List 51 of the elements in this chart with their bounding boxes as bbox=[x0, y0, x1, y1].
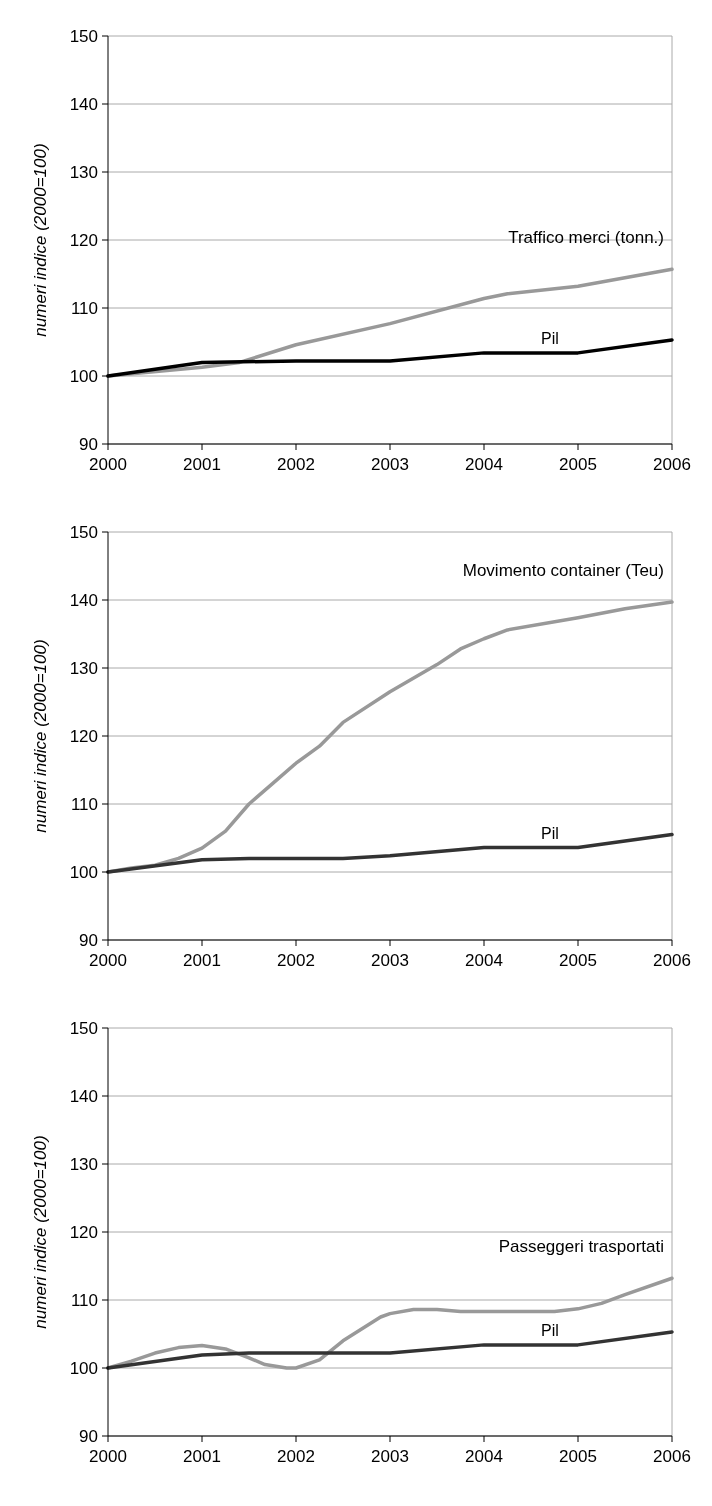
x-tick-label: 2001 bbox=[183, 1447, 221, 1466]
y-tick-label: 100 bbox=[69, 1358, 98, 1378]
x-tick-label: 2004 bbox=[465, 1447, 503, 1466]
y-tick-label: 140 bbox=[69, 1086, 98, 1106]
x-tick-label: 2006 bbox=[653, 951, 691, 970]
x-tick-label: 2000 bbox=[89, 1447, 127, 1466]
x-tick-label: 2001 bbox=[183, 951, 221, 970]
x-tick-label: 2006 bbox=[653, 1447, 691, 1466]
y-tick-label: 110 bbox=[70, 794, 98, 814]
x-tick-label: 2002 bbox=[277, 951, 315, 970]
y-tick-label: 130 bbox=[69, 658, 98, 678]
x-tick-label: 2003 bbox=[371, 1447, 409, 1466]
x-tick-label: 2005 bbox=[559, 951, 597, 970]
y-axis-title: numeri indice (2000=100) bbox=[31, 1135, 50, 1329]
y-tick-label: 100 bbox=[69, 366, 98, 386]
x-tick-label: 2006 bbox=[653, 455, 691, 474]
x-tick-label: 2003 bbox=[371, 951, 409, 970]
x-tick-label: 2000 bbox=[89, 455, 127, 474]
y-tick-label: 110 bbox=[70, 1290, 98, 1310]
y-tick-label: 90 bbox=[79, 434, 98, 454]
series-label: Pil bbox=[541, 824, 559, 842]
y-tick-label: 150 bbox=[69, 1018, 98, 1038]
x-tick-label: 2002 bbox=[277, 1447, 315, 1466]
y-tick-label: 120 bbox=[69, 1222, 98, 1242]
x-tick-label: 2000 bbox=[89, 951, 127, 970]
y-tick-label: 120 bbox=[69, 230, 98, 250]
series-label: Pil bbox=[541, 329, 559, 347]
y-tick-label: 140 bbox=[69, 590, 98, 610]
series-label: Movimento container (Teu) bbox=[462, 561, 664, 581]
series-label: Passeggeri trasportati bbox=[498, 1237, 664, 1257]
x-tick-label: 2005 bbox=[559, 1447, 597, 1466]
y-tick-label: 110 bbox=[70, 298, 98, 318]
y-tick-label: 150 bbox=[69, 26, 98, 46]
y-tick-label: 90 bbox=[79, 1426, 98, 1446]
x-tick-label: 2005 bbox=[559, 455, 597, 474]
series-label: Pil bbox=[541, 1321, 559, 1339]
y-tick-label: 130 bbox=[69, 162, 98, 182]
y-axis-title: numeri indice (2000=100) bbox=[31, 639, 50, 833]
y-tick-label: 100 bbox=[69, 862, 98, 882]
y-tick-label: 140 bbox=[69, 94, 98, 114]
x-tick-label: 2002 bbox=[277, 455, 315, 474]
y-axis-title: numeri indice (2000=100) bbox=[31, 143, 50, 337]
x-tick-label: 2004 bbox=[465, 951, 503, 970]
x-tick-label: 2004 bbox=[465, 455, 503, 474]
series-label: Traffico merci (tonn.) bbox=[508, 228, 664, 248]
x-tick-label: 2001 bbox=[183, 455, 221, 474]
y-tick-label: 150 bbox=[69, 522, 98, 542]
y-tick-label: 90 bbox=[79, 930, 98, 950]
y-tick-label: 120 bbox=[69, 726, 98, 746]
y-tick-label: 130 bbox=[69, 1154, 98, 1174]
x-tick-label: 2003 bbox=[371, 455, 409, 474]
